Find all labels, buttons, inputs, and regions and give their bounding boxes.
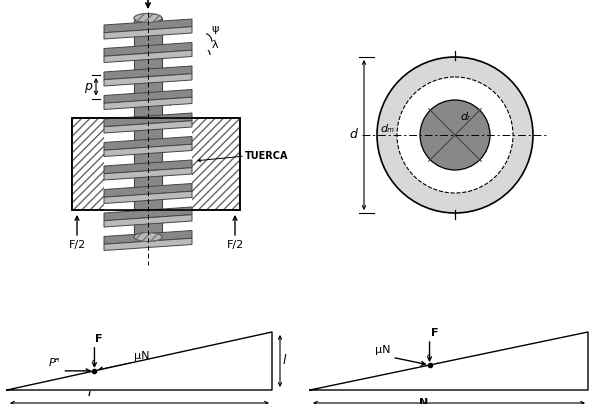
Text: dᵣ: dᵣ xyxy=(460,112,470,122)
Text: λ: λ xyxy=(421,373,427,383)
Polygon shape xyxy=(104,19,192,33)
Text: F/2: F/2 xyxy=(69,240,85,250)
Text: TUERCA: TUERCA xyxy=(245,151,288,161)
Polygon shape xyxy=(104,183,192,197)
Polygon shape xyxy=(104,118,192,210)
Polygon shape xyxy=(104,97,192,109)
Text: Pᴿ: Pᴿ xyxy=(49,358,60,368)
Polygon shape xyxy=(310,332,588,390)
Text: λ: λ xyxy=(87,379,93,389)
Polygon shape xyxy=(104,74,192,86)
Polygon shape xyxy=(134,18,162,237)
Polygon shape xyxy=(104,168,192,180)
Polygon shape xyxy=(104,50,192,63)
Ellipse shape xyxy=(134,13,162,23)
Circle shape xyxy=(420,100,490,170)
Polygon shape xyxy=(104,137,192,150)
Polygon shape xyxy=(104,121,192,133)
Polygon shape xyxy=(104,90,192,103)
Polygon shape xyxy=(7,332,272,390)
Text: F/2: F/2 xyxy=(226,240,244,250)
Text: l: l xyxy=(283,354,287,368)
Polygon shape xyxy=(104,231,192,244)
Text: F: F xyxy=(430,328,438,338)
Text: F: F xyxy=(96,334,103,344)
Text: d: d xyxy=(349,128,357,141)
Text: ψ: ψ xyxy=(211,24,219,34)
Polygon shape xyxy=(104,238,192,250)
Text: dₘ: dₘ xyxy=(380,124,394,134)
Polygon shape xyxy=(104,215,192,227)
Polygon shape xyxy=(104,144,192,156)
Text: Pₗ: Pₗ xyxy=(464,359,472,369)
Polygon shape xyxy=(104,207,192,221)
Circle shape xyxy=(377,57,533,213)
Polygon shape xyxy=(104,113,192,127)
Polygon shape xyxy=(104,27,192,39)
Text: μN: μN xyxy=(134,351,149,361)
Circle shape xyxy=(397,77,513,193)
Ellipse shape xyxy=(134,232,162,242)
Text: λ: λ xyxy=(212,40,219,50)
Polygon shape xyxy=(104,42,192,56)
Text: p: p xyxy=(84,80,92,93)
Polygon shape xyxy=(72,118,240,210)
Polygon shape xyxy=(104,191,192,204)
Text: N: N xyxy=(419,398,429,404)
Text: μN: μN xyxy=(375,345,390,355)
Polygon shape xyxy=(104,66,192,80)
Polygon shape xyxy=(104,160,192,174)
